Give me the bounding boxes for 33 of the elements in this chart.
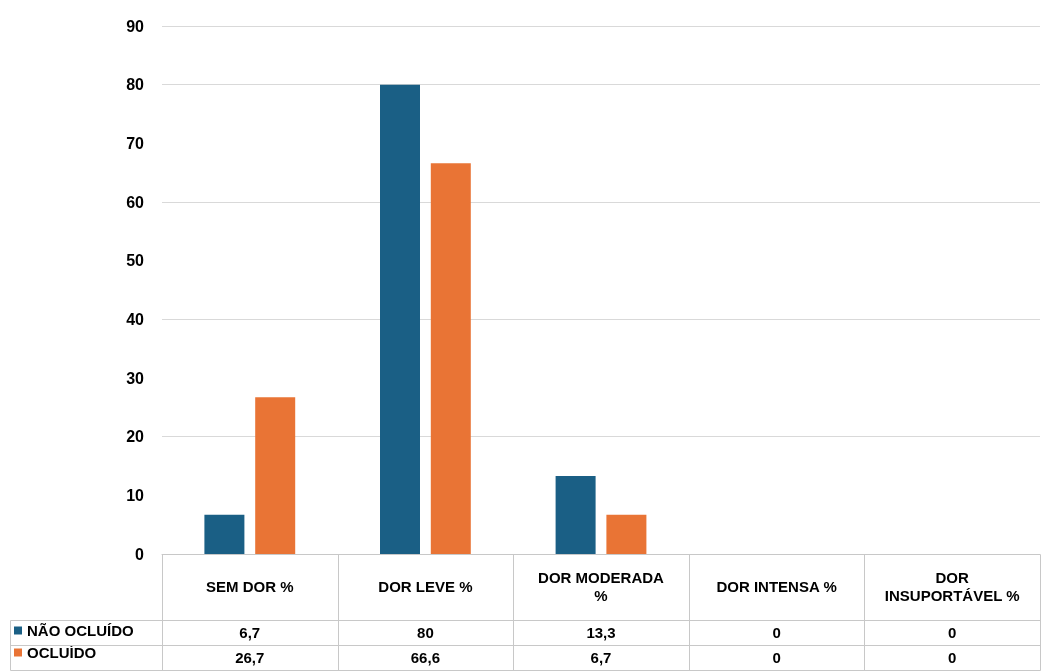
legend-label: OCLUÍDO bbox=[27, 644, 97, 661]
y-tick-label: 50 bbox=[126, 252, 145, 270]
data-label: 13,3 bbox=[585, 622, 617, 643]
data-label: 66,6 bbox=[409, 648, 441, 668]
data-label: 0 bbox=[947, 622, 958, 643]
data-label: 0 bbox=[947, 648, 958, 668]
x-tick-label: SEM DOR % bbox=[205, 577, 295, 597]
data-label: 26,7 bbox=[234, 648, 266, 668]
bar bbox=[606, 514, 647, 554]
y-tick-label: 80 bbox=[126, 76, 145, 94]
y-tick-label: 30 bbox=[126, 369, 145, 387]
x-tick-label: DOR INSUPORTÁVEL % bbox=[884, 568, 1020, 606]
data-label: 6,7 bbox=[589, 648, 613, 668]
x-tick-label: DOR INTENSA % bbox=[715, 577, 838, 597]
y-tick-label: 60 bbox=[126, 193, 145, 211]
y-tick-label: 20 bbox=[126, 428, 145, 446]
bar bbox=[555, 475, 596, 554]
data-label: 0 bbox=[771, 648, 782, 668]
y-tick-label: 70 bbox=[126, 134, 145, 152]
legend-label: NÃO OCLUÍDO bbox=[27, 622, 134, 639]
x-tick-label: DOR MODERADA % bbox=[537, 568, 665, 606]
y-tick-label: 10 bbox=[126, 486, 145, 504]
y-tick-label: 40 bbox=[126, 310, 145, 328]
bar bbox=[255, 397, 296, 554]
data-label: 0 bbox=[771, 622, 782, 643]
bar bbox=[380, 84, 420, 554]
y-tick-label: 0 bbox=[135, 545, 145, 563]
bar bbox=[204, 514, 245, 554]
y-tick-label: 90 bbox=[126, 17, 145, 35]
data-label: 6,7 bbox=[238, 622, 262, 643]
bar bbox=[430, 163, 471, 554]
data-label: 80 bbox=[416, 622, 435, 643]
x-tick-label: DOR LEVE % bbox=[377, 577, 474, 597]
